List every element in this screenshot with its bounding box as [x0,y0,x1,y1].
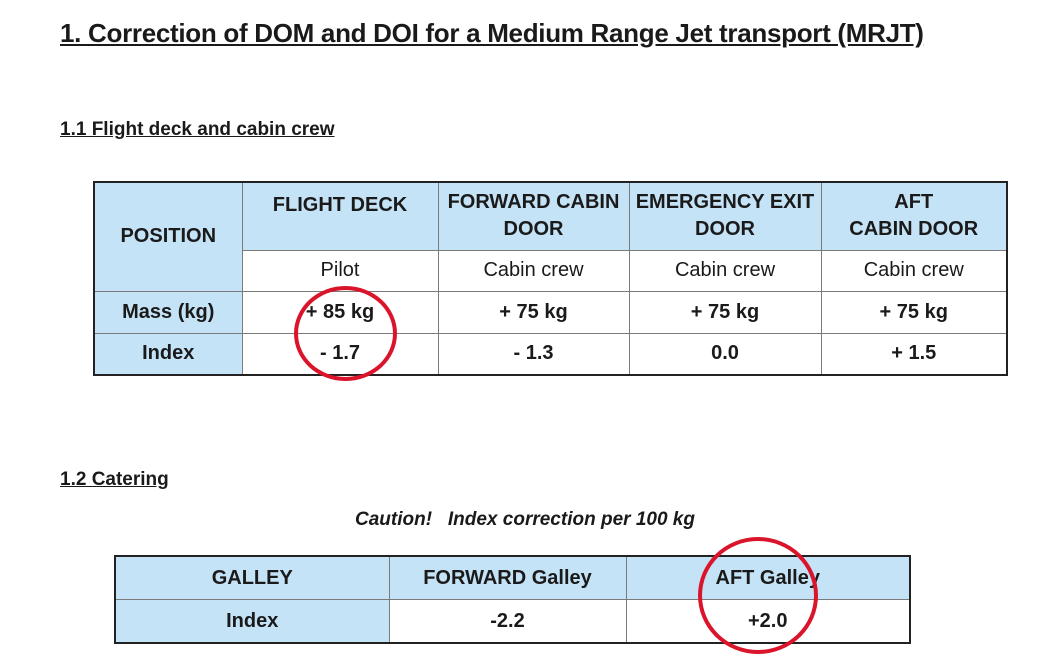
column-header-aft-cabin-door: AFT CABIN DOOR [820,181,1008,251]
section-heading-catering: 1.2 Catering [60,469,169,490]
index-cell: 0.0 [628,332,822,376]
mass-row-label: Mass (kg) [93,290,243,334]
position-label: POSITION [120,225,217,248]
index-cell: - 1.3 [437,332,630,376]
caution-note: Caution! Index correction per 100 kg [355,509,695,530]
column-header-emergency-exit-door: EMERGENCY EXIT DOOR [628,181,822,251]
mass-cell: + 85 kg [241,290,439,334]
galley-header: GALLEY [114,555,390,600]
column-header-line: AFT [894,191,934,214]
forward-galley-header: FORWARD Galley [388,555,627,600]
aft-galley-header: AFT Galley [625,555,911,600]
mass-cell: + 75 kg [437,290,630,334]
column-header-line: DOOR [695,218,755,241]
position-header: POSITION [93,181,243,292]
mass-cell: + 75 kg [820,290,1008,334]
column-header-line: FORWARD CABIN [447,191,620,214]
mass-cell: + 75 kg [628,290,822,334]
column-header-line: FLIGHT DECK [272,194,408,216]
galley-index-label: Index [114,599,390,644]
index-cell: + 1.5 [820,332,1008,376]
role-cell: Cabin crew [820,249,1008,292]
page-title: 1. Correction of DOM and DOI for a Mediu… [60,18,924,48]
column-header-flight-deck: FLIGHT DECK [241,181,439,251]
role-cell: Cabin crew [437,249,630,292]
column-header-line: DOOR [503,218,564,241]
column-header-line: CABIN DOOR [849,218,979,241]
crew-correction-table: POSITION FLIGHT DECK FORWARD CABIN DOOR … [93,181,1008,376]
section-heading-crew: 1.1 Flight deck and cabin crew [60,119,335,140]
column-header-line: EMERGENCY EXIT [635,191,815,214]
galley-correction-table: GALLEY FORWARD Galley AFT Galley Index -… [114,555,911,644]
index-cell: - 1.7 [241,332,439,376]
index-row-label: Index [93,332,243,376]
column-header-forward-cabin-door: FORWARD CABIN DOOR [437,181,630,251]
role-cell: Cabin crew [628,249,822,292]
forward-galley-index: -2.2 [388,599,627,644]
role-cell: Pilot [241,249,439,292]
aft-galley-index: +2.0 [625,599,911,644]
